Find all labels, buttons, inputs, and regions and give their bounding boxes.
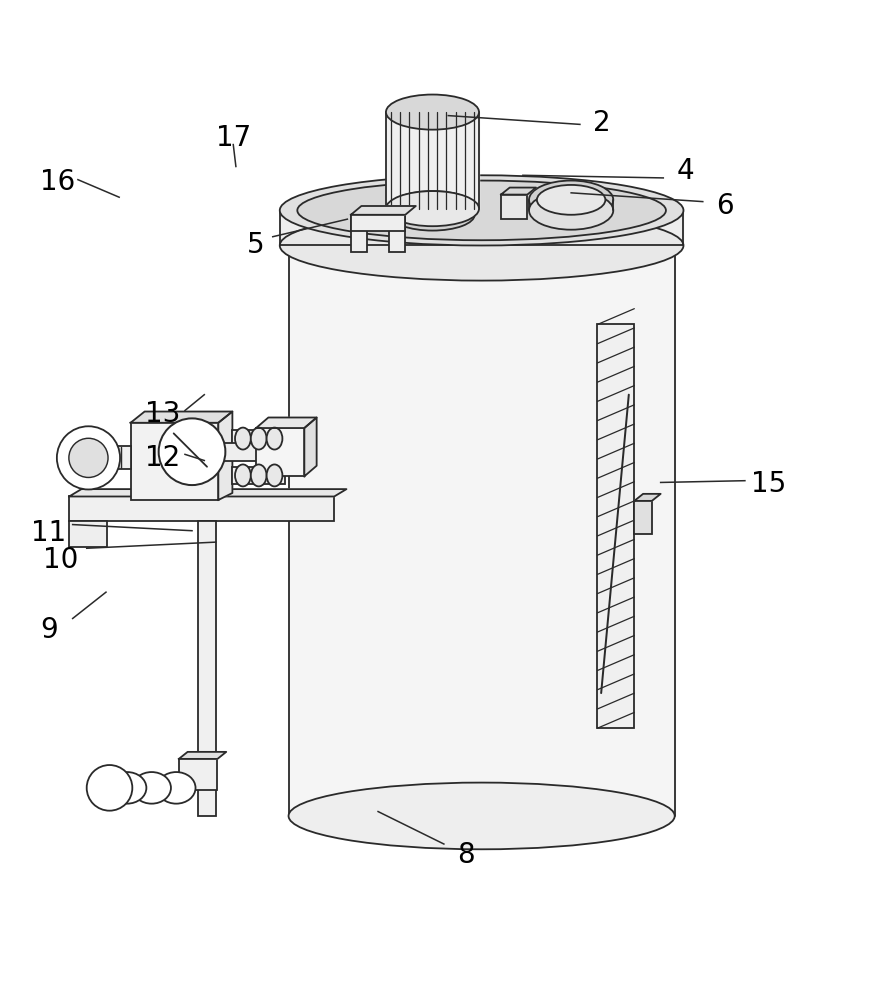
Polygon shape: [385, 112, 479, 209]
Bar: [500, 195, 527, 219]
Text: 9: 9: [40, 616, 58, 644]
Bar: [634, 501, 651, 534]
Ellipse shape: [390, 199, 474, 231]
Bar: [255, 428, 304, 476]
Polygon shape: [350, 206, 415, 215]
Bar: [350, 215, 366, 252]
Ellipse shape: [390, 191, 474, 223]
Text: 12: 12: [145, 444, 181, 472]
Ellipse shape: [529, 181, 613, 219]
Circle shape: [87, 765, 133, 811]
Text: 13: 13: [145, 400, 181, 428]
Bar: [350, 215, 405, 231]
Ellipse shape: [536, 185, 605, 215]
Polygon shape: [178, 752, 226, 759]
Ellipse shape: [266, 428, 282, 450]
Circle shape: [68, 438, 108, 477]
Polygon shape: [218, 412, 232, 500]
Text: 5: 5: [246, 231, 263, 259]
Text: 8: 8: [457, 841, 474, 869]
Text: 11: 11: [32, 519, 67, 547]
Ellipse shape: [385, 191, 479, 226]
Bar: [69, 521, 107, 547]
Polygon shape: [69, 489, 346, 496]
Text: 4: 4: [676, 157, 694, 185]
Bar: [597, 324, 634, 728]
Text: 10: 10: [43, 546, 78, 574]
Bar: [89, 446, 131, 469]
Bar: [232, 430, 284, 447]
Text: 6: 6: [715, 192, 733, 220]
Ellipse shape: [266, 464, 282, 486]
Ellipse shape: [288, 212, 674, 279]
Bar: [389, 215, 405, 252]
Polygon shape: [390, 207, 474, 215]
Polygon shape: [279, 210, 683, 245]
Ellipse shape: [279, 210, 683, 281]
Circle shape: [159, 418, 225, 485]
Ellipse shape: [250, 464, 266, 486]
Ellipse shape: [385, 95, 479, 130]
Ellipse shape: [250, 428, 266, 450]
Bar: [69, 496, 334, 521]
Ellipse shape: [157, 772, 195, 804]
Ellipse shape: [133, 772, 170, 804]
Bar: [220, 443, 260, 461]
Ellipse shape: [529, 191, 613, 230]
Ellipse shape: [297, 181, 666, 240]
Bar: [131, 423, 218, 500]
Text: 16: 16: [40, 168, 76, 196]
Polygon shape: [634, 494, 660, 501]
Ellipse shape: [108, 772, 147, 804]
Text: 17: 17: [215, 124, 250, 152]
Polygon shape: [288, 245, 674, 816]
Polygon shape: [500, 188, 536, 195]
Ellipse shape: [234, 428, 250, 450]
Polygon shape: [131, 412, 232, 423]
Text: 15: 15: [750, 470, 785, 498]
Ellipse shape: [279, 175, 683, 245]
Circle shape: [57, 426, 120, 489]
Ellipse shape: [234, 464, 250, 486]
Text: 2: 2: [593, 109, 610, 137]
Polygon shape: [304, 418, 316, 476]
Bar: [198, 521, 215, 816]
Polygon shape: [255, 418, 316, 428]
Bar: [232, 467, 284, 484]
Bar: [178, 759, 217, 790]
Ellipse shape: [288, 783, 674, 849]
